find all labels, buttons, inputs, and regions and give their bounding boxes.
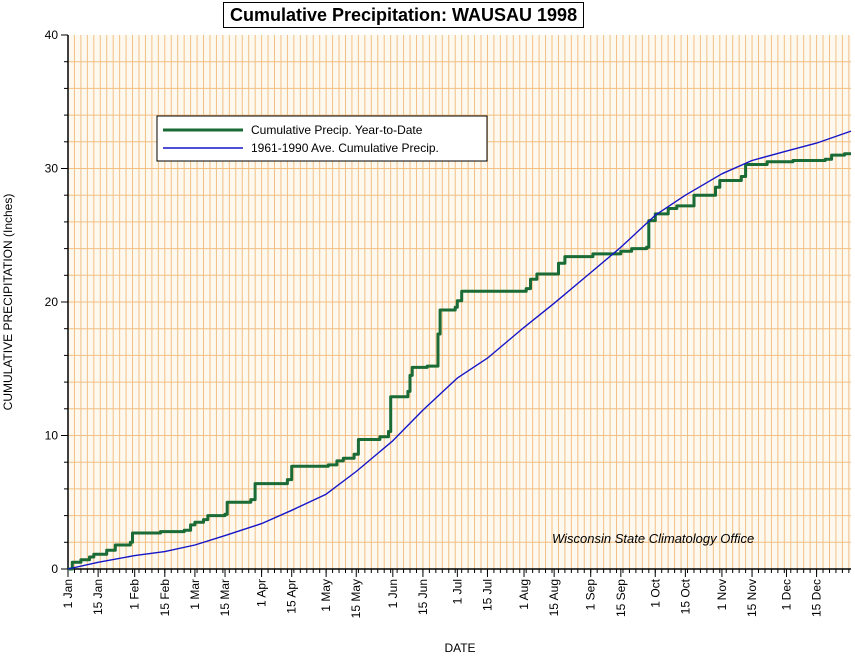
series-line-normal-average [67, 130, 852, 570]
x-tick-label: 15 Jan [91, 579, 105, 615]
x-tick-label: 15 Jun [416, 579, 430, 615]
x-tick-label: 1 Oct [648, 578, 662, 607]
x-tick-label: 1 May [319, 579, 333, 612]
series-line-year-to-date [68, 152, 851, 571]
x-tick-label: 15 Nov [745, 579, 759, 617]
legend-box [156, 115, 488, 162]
grid-lines [68, 35, 851, 569]
x-tick-label: 15 Jul [480, 579, 494, 611]
x-tick-label: 15 Apr [285, 579, 299, 614]
x-tick-label: 15 Aug [547, 579, 561, 616]
y-tick-label: 40 [45, 28, 59, 42]
x-tick-label: 1 Nov [715, 579, 729, 610]
x-tick-label: 1 Feb [128, 579, 142, 610]
y-tick-label: 10 [45, 429, 59, 443]
y-tick-label: 0 [51, 562, 58, 576]
y-tick-label: 30 [45, 162, 59, 176]
legend-label: 1961-1990 Ave. Cumulative Precip. [251, 141, 439, 155]
x-tick-label: 15 Feb [158, 579, 172, 617]
x-tick-label: 1 Aug [517, 579, 531, 610]
x-tick-label: 1 Sep [584, 579, 598, 611]
y-tick-label: 20 [45, 295, 59, 309]
x-tick-label: 15 Mar [218, 579, 232, 616]
x-tick-label: 15 Oct [678, 578, 692, 614]
x-tick-label: 1 Jul [450, 579, 464, 604]
y-axis-title: CUMULATIVE PRECIPITATION (Inches) [1, 194, 15, 411]
chart-title: Cumulative Precipitation: WAUSAU 1998 [223, 2, 585, 28]
x-axis-title: DATE [444, 641, 475, 655]
x-tick-label: 1 Apr [255, 579, 269, 607]
x-tick-label: 15 Sep [614, 579, 628, 617]
x-tick-label: 1 Dec [779, 579, 793, 610]
x-tick-label: 15 May [349, 579, 363, 618]
x-tick-label: 1 Jun [386, 579, 400, 608]
x-tick-label: 15 Dec [810, 579, 824, 617]
credit-annotation: Wisconsin State Climatology Office [552, 531, 754, 546]
x-tick-label: 1 Mar [188, 579, 202, 610]
legend-label: Cumulative Precip. Year-to-Date [251, 123, 423, 137]
x-tick-label: 1 Jan [61, 579, 75, 608]
